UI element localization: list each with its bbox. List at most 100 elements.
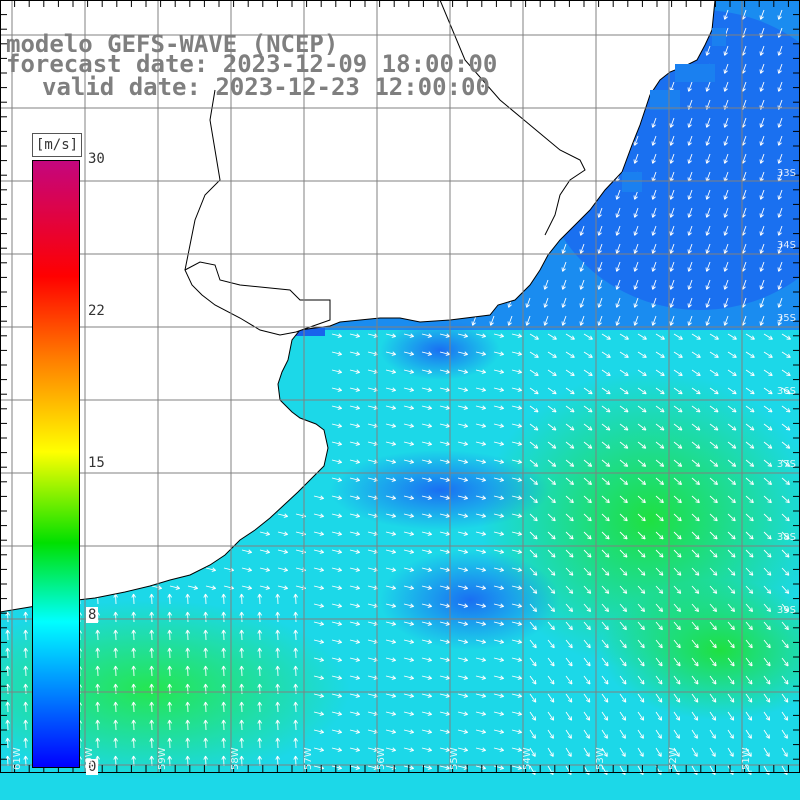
wind-arrow: [185, 737, 190, 749]
wind-arrow: [727, 711, 735, 721]
wind-arrow: [655, 351, 665, 358]
wind-arrow: [257, 755, 262, 767]
wind-arrow: [763, 351, 773, 358]
wind-arrow: [349, 477, 360, 482]
wind-arrow: [763, 747, 770, 757]
wind-arrow: [561, 261, 567, 272]
wind-arrow: [705, 135, 711, 146]
wind-arrow: [745, 729, 752, 739]
wind-arrow: [669, 315, 675, 326]
wind-arrow: [547, 477, 556, 485]
wind-arrow: [709, 477, 718, 485]
wind-arrow: [439, 351, 450, 356]
wind-arrow: [565, 477, 574, 485]
wind-arrow: [619, 621, 627, 631]
wind-arrow: [651, 189, 657, 200]
wind-arrow: [687, 261, 693, 272]
wind-arrow: [637, 351, 647, 358]
wind-arrow: [331, 621, 342, 626]
wind-arrow: [709, 621, 717, 631]
wind-arrow: [691, 729, 698, 739]
wind-arrow: [547, 459, 557, 467]
lat-label: 35S: [776, 313, 796, 324]
wind-arrow: [331, 585, 342, 590]
wind-arrow: [239, 611, 244, 623]
wind-arrow: [349, 765, 360, 770]
wind-arrow: [185, 701, 190, 713]
wind-arrow: [709, 639, 717, 649]
wind-arrow: [547, 441, 557, 449]
wind-arrow: [385, 477, 396, 482]
wind-arrow: [475, 513, 486, 518]
wind-arrow: [709, 333, 719, 340]
wind-arrow: [781, 639, 789, 649]
wind-arrow: [131, 701, 136, 713]
wind-arrow: [403, 387, 414, 392]
wind-arrow: [511, 657, 522, 662]
wind-arrow: [493, 459, 504, 464]
wind-arrow: [579, 315, 585, 326]
wind-arrow: [331, 477, 342, 482]
wind-arrow: [601, 639, 609, 649]
wind-arrow: [579, 297, 585, 308]
wind-arrow: [385, 711, 396, 716]
wind-arrow: [673, 441, 683, 449]
wind-arrow: [149, 755, 154, 767]
wind-arrow: [691, 459, 701, 467]
coastal-cells: [622, 28, 726, 192]
wind-arrow: [421, 513, 432, 518]
wind-arrow: [113, 611, 118, 623]
wind-arrow: [167, 611, 172, 623]
wind-arrow: [511, 603, 522, 608]
wind-arrow: [745, 639, 753, 649]
wind-arrow: [349, 531, 360, 536]
wind-arrow: [763, 369, 773, 377]
wind-arrow: [439, 423, 450, 428]
wind-arrow: [547, 567, 556, 576]
wind-arrow: [673, 639, 681, 649]
wind-arrow: [511, 729, 522, 734]
wind-arrow: [763, 441, 773, 449]
wind-arrow: [691, 747, 698, 757]
wind-arrow: [777, 225, 783, 236]
wind-arrow: [691, 567, 700, 576]
wind-arrow: [349, 351, 360, 356]
wind-arrow: [277, 531, 288, 536]
wind-arrow: [565, 603, 574, 612]
wind-arrow: [673, 747, 680, 757]
wind-arrow: [637, 405, 647, 413]
wind-arrow: [745, 369, 755, 377]
wind-arrow: [687, 207, 693, 218]
wind-arrow: [565, 423, 575, 431]
wind-arrow: [293, 647, 298, 659]
wind-arrow: [705, 225, 711, 236]
wind-arrow: [475, 369, 486, 374]
wind-arrow: [239, 593, 244, 605]
lon-label: 60W: [84, 747, 95, 770]
wind-arrow: [403, 621, 414, 626]
wind-arrow: [655, 441, 665, 449]
wind-arrow: [511, 747, 522, 752]
wind-arrow: [655, 513, 664, 522]
wind-arrow: [637, 675, 645, 685]
wind-arrow: [759, 261, 765, 272]
wind-arrow: [511, 531, 522, 536]
wind-arrow: [239, 647, 244, 659]
wind-arrow: [763, 693, 771, 703]
wind-arrow: [439, 711, 450, 716]
wind-arrow: [257, 737, 262, 749]
wind-arrow: [619, 369, 629, 377]
wind-arrow: [777, 81, 783, 92]
wind-arrow: [493, 621, 504, 626]
wind-arrow: [745, 657, 753, 667]
wind-arrow: [687, 243, 693, 254]
wind-arrow: [687, 153, 693, 164]
wind-arrow: [475, 675, 486, 680]
colorbar-tick-0: 0: [86, 759, 99, 775]
wind-arrow: [619, 675, 627, 685]
wind-arrow: [403, 693, 414, 698]
wind-arrow: [349, 675, 360, 680]
wind-arrow: [759, 153, 765, 164]
wind-arrow: [637, 747, 644, 757]
wind-arrow: [457, 513, 468, 518]
